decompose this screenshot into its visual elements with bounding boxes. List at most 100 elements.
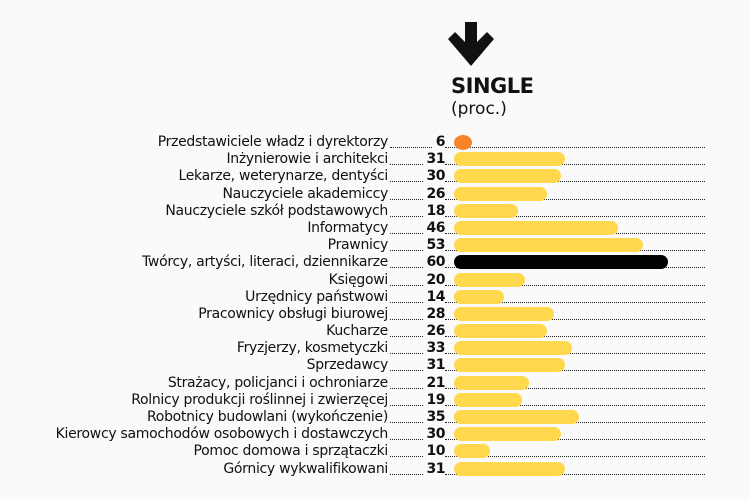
- label-leader-dots: [390, 404, 423, 406]
- chart-subtitle: (proc.): [451, 99, 507, 119]
- label-leader-dots: [390, 147, 432, 148]
- row-value: 21: [424, 374, 446, 391]
- row-label: Robotnicy budowlani (wykończenie): [145, 409, 388, 425]
- leader-dots: [445, 318, 705, 320]
- row-value: 20: [424, 271, 446, 288]
- label-leader-dots: [390, 232, 423, 234]
- row-label: Pomoc domowa i sprzątaczki: [191, 443, 388, 460]
- label-leader-dots: [390, 250, 423, 252]
- row-value: 33: [424, 340, 446, 357]
- bar: [454, 255, 669, 270]
- row-value: 35: [424, 409, 446, 425]
- chart-row: Inżynierowie i architekci 31: [0, 151, 750, 168]
- leader-dots: [445, 387, 705, 389]
- chart-row: Lekarze, weterynarze, dentyści 30: [0, 168, 750, 185]
- row-label: Przedstawiciele władz i dyrektorzy: [155, 134, 388, 150]
- row-label: Pracownicy obsługi biurowej: [196, 305, 388, 322]
- chart-row: Sprzedawcy 31: [0, 357, 750, 374]
- row-label: Informatycy: [305, 219, 388, 236]
- row-label: Inżynierowie i architekci: [224, 151, 388, 168]
- row-value: 53: [424, 237, 446, 254]
- leader-dots: [445, 404, 705, 406]
- row-value: 60: [424, 254, 446, 271]
- row-label: Sprzedawcy: [304, 357, 388, 374]
- label-leader-dots: [390, 387, 423, 389]
- row-value: 30: [424, 168, 446, 185]
- row-label: Górnicy wykwalifikowani: [221, 460, 388, 477]
- leader-dots: [445, 353, 705, 355]
- bar: [454, 358, 565, 373]
- down-arrow-icon: [448, 22, 494, 66]
- row-label: Księgowi: [326, 271, 388, 288]
- row-value: 19: [424, 391, 446, 408]
- label-leader-dots: [390, 215, 423, 217]
- label-leader-dots: [390, 422, 423, 423]
- leader-dots: [445, 181, 705, 183]
- row-label: Nauczyciele szkół podstawowych: [163, 202, 388, 219]
- bar: [454, 427, 562, 442]
- row-label: Prawnicy: [325, 237, 388, 254]
- bar: [454, 392, 522, 407]
- row-value: 31: [424, 460, 446, 477]
- chart-row: Górnicy wykwalifikowani 31: [0, 461, 750, 478]
- row-value: 28: [424, 305, 446, 322]
- row-value: 18: [424, 202, 446, 219]
- row-label: Kucharze: [324, 323, 388, 340]
- bar: [454, 152, 565, 167]
- bar: [454, 238, 644, 253]
- leader-dots: [445, 198, 705, 200]
- chart-title: SINGLE: [451, 74, 534, 98]
- chart-row: Nauczyciele akademiccy 26: [0, 186, 750, 203]
- label-leader-dots: [390, 181, 423, 183]
- row-label: Fryzjerzy, kosmetyczki: [234, 340, 388, 357]
- chart-row: Fryzjerzy, kosmetyczki 33: [0, 340, 750, 357]
- chart-row: Pracownicy obsługi biurowej 28: [0, 306, 750, 323]
- leader-dots: [445, 147, 705, 148]
- bar: [454, 186, 547, 201]
- label-leader-dots: [390, 370, 423, 372]
- row-value: 10: [424, 443, 446, 460]
- leader-dots: [445, 164, 705, 166]
- label-leader-dots: [390, 353, 423, 355]
- label-leader-dots: [390, 473, 423, 475]
- row-value: 14: [424, 288, 446, 305]
- chart-row: Kierowcy samochodów osobowych i dostawcz…: [0, 426, 750, 443]
- label-leader-dots: [390, 267, 423, 269]
- bar: [454, 272, 526, 287]
- row-label: Rolnicy produkcji roślinnej i zwierzęcej: [129, 391, 388, 408]
- label-leader-dots: [390, 439, 423, 441]
- label-leader-dots: [390, 198, 423, 200]
- chart-row: Robotnicy budowlani (wykończenie) 35: [0, 409, 750, 426]
- label-leader-dots: [390, 301, 423, 303]
- bar: [454, 324, 547, 339]
- chart-row: Pomoc domowa i sprzątaczki 10: [0, 443, 750, 460]
- bar: [454, 341, 572, 356]
- row-value: 46: [424, 219, 446, 236]
- leader-dots: [445, 439, 705, 441]
- bar: [454, 169, 562, 184]
- label-leader-dots: [390, 456, 423, 458]
- bar: [454, 289, 504, 304]
- row-label: Twórcy, artyści, literaci, dziennikarze: [139, 254, 388, 271]
- leader-dots: [445, 456, 705, 458]
- chart-row: Strażacy, policjanci i ochroniarze 21: [0, 375, 750, 392]
- row-label: Kierowcy samochodów osobowych i dostawcz…: [53, 426, 388, 443]
- chart-row: Informatycy 46: [0, 220, 750, 237]
- row-label: Nauczyciele akademiccy: [220, 185, 388, 202]
- row-value: 31: [424, 151, 446, 168]
- row-value: 6: [433, 134, 446, 150]
- chart-row: Twórcy, artyści, literaci, dziennikarze 6…: [0, 254, 750, 271]
- leader-dots: [445, 336, 705, 338]
- chart-row: Przedstawiciele władz i dyrektorzy 6: [0, 134, 750, 151]
- bar: [454, 375, 529, 390]
- row-value: 30: [424, 426, 446, 443]
- bar: [454, 135, 472, 150]
- bar: [454, 220, 619, 235]
- label-leader-dots: [390, 284, 423, 286]
- leader-dots: [445, 215, 705, 217]
- row-label: Urzędnicy państwowi: [243, 288, 388, 305]
- chart-row: Księgowi 20: [0, 272, 750, 289]
- chart-row: Prawnicy 53: [0, 237, 750, 254]
- chart-row: Kucharze 26: [0, 323, 750, 340]
- leader-dots: [445, 370, 705, 372]
